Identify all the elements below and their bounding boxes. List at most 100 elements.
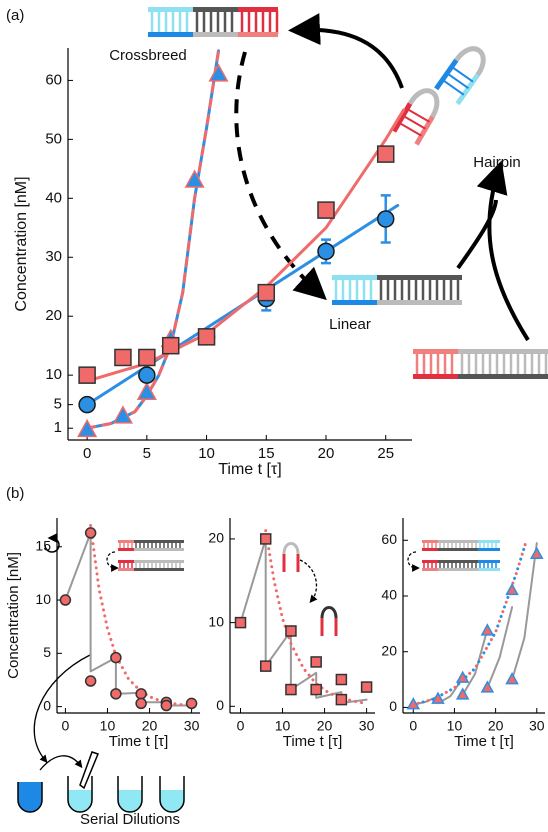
- x-tick-label: 15: [258, 445, 275, 462]
- dna-strand: [438, 540, 478, 543]
- marker: [160, 699, 173, 712]
- y-tick-label: 10: [35, 591, 51, 607]
- x-tick-label: 10: [198, 445, 215, 462]
- y-tick-label: 30: [45, 248, 62, 265]
- dna-strand: [438, 568, 478, 571]
- marker: [197, 328, 216, 346]
- dna-strand: [134, 568, 184, 571]
- x-tick-label: 30: [529, 718, 545, 734]
- arrow: [33, 654, 91, 763]
- y-tick-label: 5: [54, 396, 62, 413]
- marker: [84, 527, 97, 539]
- y-tick-label: 40: [381, 587, 397, 603]
- marker: [310, 683, 322, 696]
- dna-strand: [118, 540, 134, 543]
- dna-strand: [118, 568, 134, 571]
- series-label: Hairpin: [473, 154, 521, 171]
- marker: [285, 625, 297, 637]
- marker: [135, 688, 147, 700]
- y-axis-label: Concentration [nM]: [13, 176, 30, 311]
- marker: [59, 594, 72, 606]
- dna-strand: [478, 568, 500, 571]
- marker: [78, 395, 96, 414]
- x-tick-label: 20: [318, 445, 335, 462]
- x-axis-label: Time t [τ]: [109, 733, 169, 750]
- dna-strand: [458, 349, 548, 354]
- tubes: [17, 751, 185, 813]
- dna-strand: [134, 560, 184, 563]
- x-tick-label: 10: [447, 718, 463, 734]
- y-tick-label: 0: [216, 697, 224, 713]
- x-tick-label: 20: [488, 718, 504, 734]
- dna-strand: [422, 568, 438, 571]
- x-tick-label: 0: [62, 718, 70, 734]
- x-tick-label: 10: [275, 718, 291, 734]
- marker: [138, 366, 156, 384]
- marker: [529, 546, 544, 559]
- panel-label: (a): [6, 7, 24, 24]
- marker: [114, 348, 132, 367]
- y-tick-label: 0: [389, 698, 397, 714]
- series-label: Crossbreed: [109, 47, 187, 64]
- fit-line: [89, 524, 194, 707]
- y-tick-label: 60: [45, 71, 62, 88]
- x-axis-label: Time t [τ]: [218, 461, 282, 478]
- marker: [285, 683, 297, 696]
- x-axis-label: Time t [τ]: [283, 733, 343, 750]
- fit-line: [412, 542, 538, 706]
- arrow: [456, 199, 498, 270]
- dna-strand: [458, 374, 548, 379]
- marker: [335, 693, 348, 706]
- fit-line: [239, 537, 368, 704]
- dna-strand: [134, 548, 184, 551]
- marker: [78, 366, 96, 384]
- marker: [431, 691, 445, 704]
- hairpin-icon: [391, 88, 440, 146]
- curl-arrow: [407, 551, 420, 572]
- fit-line: [264, 529, 369, 705]
- y-tick-label: 15: [35, 537, 51, 553]
- x-tick-label: 20: [317, 718, 333, 734]
- dna-strand: [478, 560, 500, 563]
- marker: [335, 673, 348, 686]
- y-tick-label: 20: [45, 307, 62, 324]
- y-tick-label: 20: [208, 530, 224, 546]
- dna-strand: [478, 540, 500, 543]
- dna-strand: [413, 374, 458, 379]
- x-tick-label: 10: [100, 718, 116, 734]
- marker: [376, 210, 395, 228]
- marker: [161, 336, 180, 355]
- arrow: [288, 13, 404, 89]
- marker: [185, 697, 198, 710]
- y-tick-label: 20: [381, 642, 397, 658]
- dna-strand: [118, 560, 134, 563]
- marker: [505, 582, 519, 596]
- dna-strand: [377, 275, 462, 280]
- marker: [310, 656, 322, 668]
- marker: [110, 651, 122, 664]
- dna-strand: [238, 7, 278, 12]
- marker: [77, 418, 98, 438]
- marker: [360, 681, 373, 693]
- marker: [208, 63, 229, 82]
- fit-line: [85, 108, 406, 383]
- dna-strand: [478, 548, 500, 551]
- y-tick-label: 60: [381, 531, 397, 547]
- dna-strand: [422, 540, 438, 543]
- dna-strand: [438, 548, 478, 551]
- y-tick-label: 50: [45, 130, 62, 147]
- marker: [234, 616, 247, 629]
- marker: [259, 660, 272, 672]
- panel-label: (b): [6, 485, 24, 502]
- x-tick-label: 5: [143, 445, 151, 462]
- series-label: Linear: [329, 316, 371, 333]
- caption: Serial Dilutions: [80, 811, 180, 828]
- dna-strand: [332, 300, 377, 305]
- marker: [455, 687, 470, 700]
- dna-strand: [422, 560, 438, 563]
- marker: [505, 672, 519, 685]
- y-axis-label: Concentration [nM]: [5, 552, 22, 679]
